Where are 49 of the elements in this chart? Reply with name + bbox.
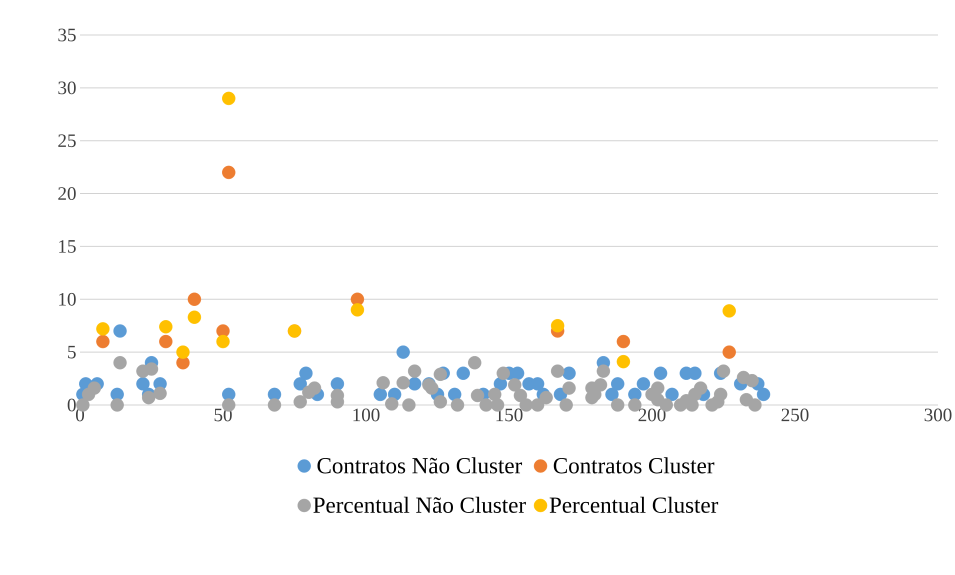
- x-tick-label: 200: [638, 408, 666, 422]
- point: [562, 366, 576, 380]
- point: [216, 334, 230, 348]
- point: [113, 324, 127, 338]
- point: [610, 377, 624, 391]
- point: [722, 345, 736, 359]
- legend-label: Contratos Não Cluster: [317, 457, 522, 474]
- point: [136, 377, 150, 391]
- point: [396, 345, 410, 359]
- point: [330, 377, 344, 391]
- point: [159, 334, 173, 348]
- point: [176, 345, 190, 359]
- point: [448, 388, 462, 402]
- point: [456, 366, 470, 380]
- point: [616, 334, 630, 348]
- legend-label: Contratos Cluster: [554, 457, 714, 474]
- point: [756, 388, 770, 402]
- point: [96, 334, 110, 348]
- legend-label: Percentual Não Cluster: [313, 496, 526, 513]
- point: [96, 322, 110, 336]
- y-tick-label: 20: [58, 187, 76, 200]
- point: [294, 377, 307, 391]
- point: [722, 304, 736, 318]
- point: [408, 377, 422, 391]
- y-tick-label: 25: [58, 134, 76, 148]
- point: [222, 166, 236, 180]
- point: [299, 366, 313, 380]
- point: [188, 310, 202, 324]
- point: [350, 303, 364, 317]
- y-tick-label: 30: [58, 81, 76, 94]
- y-tick-label: 35: [58, 28, 76, 42]
- point: [188, 292, 202, 306]
- point: [605, 388, 619, 402]
- point: [550, 319, 564, 332]
- y-tick-label: 10: [59, 292, 76, 306]
- y-tick-label: 0: [68, 398, 76, 412]
- point: [665, 388, 679, 402]
- point: [654, 366, 668, 380]
- x-tick-label: 100: [353, 408, 380, 422]
- y-tick-label: 5: [68, 346, 76, 358]
- point: [374, 388, 388, 402]
- legend-label: Percentual Cluster: [550, 496, 718, 513]
- point: [636, 377, 650, 391]
- point: [616, 354, 630, 368]
- x-tick-label: 250: [782, 408, 809, 422]
- y-tick-label: 15: [59, 240, 76, 253]
- x-tick-label: 300: [924, 408, 952, 422]
- point: [159, 320, 173, 334]
- point: [222, 92, 236, 106]
